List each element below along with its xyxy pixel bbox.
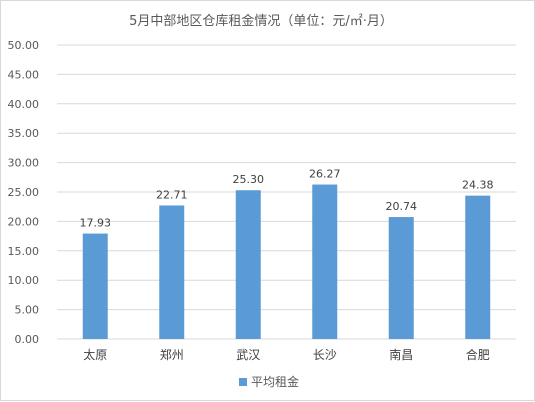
x-category-label: 合肥 bbox=[466, 347, 490, 362]
data-label: 25.30 bbox=[233, 173, 265, 186]
data-label: 22.71 bbox=[156, 188, 188, 201]
x-category-label: 南昌 bbox=[389, 347, 413, 362]
data-label: 20.74 bbox=[386, 200, 418, 213]
y-tick-label: 50.00 bbox=[8, 39, 40, 52]
data-labels: 17.93 22.71 25.30 26.27 20.74 24.38 bbox=[80, 168, 494, 230]
gridlines bbox=[57, 44, 516, 340]
x-category-label: 武汉 bbox=[236, 348, 260, 362]
data-label: 24.38 bbox=[462, 179, 494, 192]
y-tick-label: 30.00 bbox=[8, 157, 40, 170]
bars bbox=[82, 184, 491, 339]
y-tick-label: 25.00 bbox=[8, 186, 40, 199]
x-axis-categories: 太原 郑州 武汉 长沙 南昌 合肥 bbox=[83, 347, 490, 362]
bar bbox=[465, 195, 491, 339]
y-tick-label: 10.00 bbox=[8, 274, 40, 287]
bar bbox=[82, 233, 108, 339]
y-tick-label: 45.00 bbox=[8, 68, 40, 81]
data-label: 17.93 bbox=[80, 217, 112, 230]
y-tick-label: 35.00 bbox=[8, 127, 40, 140]
y-axis-ticks: 0.00 5.00 10.00 15.00 20.00 25.00 30.00 35.00 40… bbox=[8, 39, 40, 346]
legend-swatch bbox=[239, 378, 247, 386]
data-label: 26.27 bbox=[309, 168, 341, 181]
legend-label: 平均租金 bbox=[251, 374, 299, 389]
y-tick-label: 20.00 bbox=[8, 215, 40, 228]
x-category-label: 长沙 bbox=[313, 348, 337, 362]
y-tick-label: 5.00 bbox=[15, 304, 40, 317]
chart-title: 5月中部地区仓库租金情况（单位：元/㎡·月） bbox=[129, 13, 393, 29]
y-tick-label: 0.00 bbox=[15, 333, 40, 346]
bar bbox=[235, 190, 261, 339]
y-tick-label: 15.00 bbox=[8, 245, 40, 258]
bar bbox=[388, 217, 414, 339]
legend: 平均租金 bbox=[239, 374, 299, 389]
y-tick-label: 40.00 bbox=[8, 98, 40, 111]
bar bbox=[159, 205, 185, 339]
bar bbox=[312, 184, 338, 339]
x-category-label: 太原 bbox=[83, 347, 107, 362]
x-category-label: 郑州 bbox=[160, 347, 184, 362]
